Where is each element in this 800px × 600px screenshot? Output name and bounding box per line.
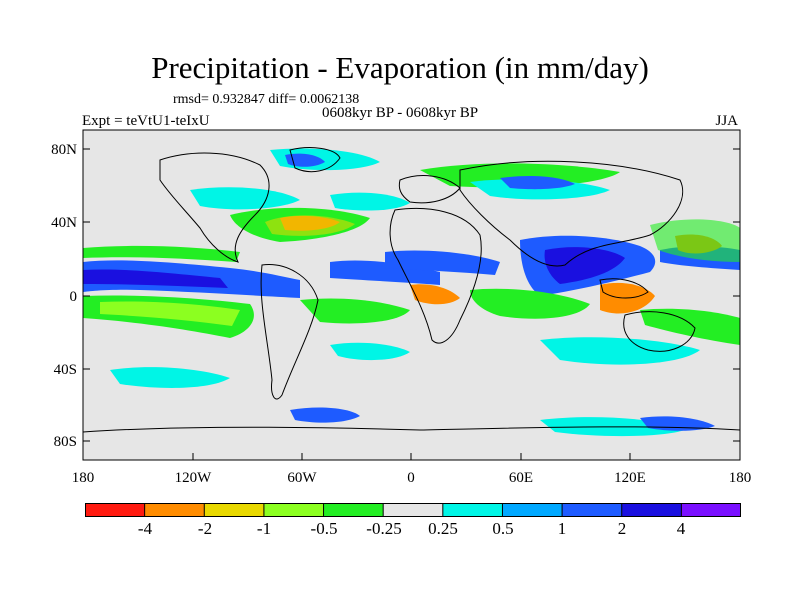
field-patch-blue-southern (290, 407, 360, 423)
field-band-green-sw-pac (640, 308, 740, 345)
lat-label-80s: 80S (54, 434, 77, 450)
lon-label-60e: 60E (509, 470, 533, 486)
field-patch-cyan-nam (190, 187, 300, 210)
colorbar-swatch-11 (681, 503, 741, 517)
colorbar-label-2: -2 (197, 519, 213, 538)
field-patch-blue-greenland (285, 153, 325, 167)
colorbar-swatch-8 (502, 503, 563, 517)
colorbar-swatch-6 (383, 503, 444, 517)
field-band-asia-monsoon-core (544, 247, 625, 284)
lon-label-60w: 60W (287, 470, 317, 486)
field-band-green-npac-east (650, 219, 740, 262)
field-patch-cyan-satl (330, 342, 410, 361)
lon-label-0: 0 (407, 470, 415, 486)
field-band-green-indian (470, 288, 590, 319)
colorbar-label-6: 0.25 (428, 519, 458, 538)
colorbar-swatches (85, 503, 741, 517)
field-band-green-npac (83, 245, 240, 262)
field-band-orange-satl (410, 284, 460, 305)
colorbar-swatch-9 (562, 503, 623, 517)
field-band-yellow-natl (265, 215, 355, 236)
colorbar-label-10: 4 (676, 519, 686, 538)
colorbar-swatch-2 (144, 503, 205, 517)
lat-label-40n: 40N (51, 215, 77, 231)
coast-europe (398, 175, 461, 204)
field-band-lightgreen-spac (100, 301, 240, 326)
field-patch-blue-eurasia (500, 176, 575, 190)
colorbar-label-9: 2 (617, 519, 627, 538)
colorbar-swatch-10 (621, 503, 682, 517)
lat-label-80n: 80N (51, 142, 77, 158)
lon-ticks (82, 453, 741, 460)
lat-ticks (83, 148, 740, 442)
coast-antarctica (83, 426, 740, 433)
lon-label-120w: 120W (175, 470, 213, 486)
field-band-green-satl (300, 298, 410, 324)
colorbar-frame (85, 503, 741, 517)
plot-title: Precipitation - Evaporation (in mm/day) (151, 50, 649, 85)
period-label: 0608kyr BP - 0608kyr BP (322, 105, 479, 121)
colorbar-label-3: -1 (256, 519, 272, 538)
colorbar-swatch-1 (85, 503, 146, 517)
field-band-itcz-pacific-core (83, 269, 228, 288)
colorbar-label-7: 0.5 (492, 519, 514, 538)
colorbar-label-4: -0.5 (310, 519, 338, 538)
field-patch-cyan-eurasia (470, 179, 610, 200)
field-patch-cyan-npac (330, 192, 410, 211)
colorbar-swatch-5 (323, 503, 384, 517)
coast-south-america (260, 264, 319, 400)
field-patch-cyan-southern (540, 337, 700, 365)
map-field (83, 130, 740, 460)
coast-africa (389, 207, 482, 344)
experiment-label: Expt = teVtU1-teIxU (82, 113, 210, 129)
colorbar-swatch-3 (204, 503, 265, 517)
colorbar-label-8: 1 (557, 519, 567, 538)
colorbar-label-5: -0.25 (366, 519, 402, 538)
lon-label-120e: 120E (614, 470, 646, 486)
coastlines (83, 147, 740, 433)
lon-label-180w: 180 (72, 470, 95, 486)
coast-australia (623, 311, 696, 352)
colorbar-swatch-4 (263, 503, 325, 517)
season-label: JJA (715, 113, 738, 129)
colorbar (85, 503, 741, 517)
coast-asia (459, 160, 684, 267)
stats-line: rmsd= 0.932847 diff= 0.0062138 (173, 92, 360, 107)
field-band-africa-monsoon (385, 250, 500, 275)
coast-maritime-continent (599, 278, 649, 299)
field-patch-green-eurasia (420, 163, 620, 188)
colorbar-swatch-7 (442, 503, 503, 517)
coast-north-america (159, 152, 270, 263)
coast-greenland (289, 147, 341, 173)
colorbar-label-1: -4 (137, 519, 153, 538)
lon-label-180e: 180 (729, 470, 752, 486)
field-patch-cyan-south-pac (110, 367, 230, 388)
lat-label-40s: 40S (54, 362, 77, 378)
lat-label-0: 0 (70, 289, 78, 305)
